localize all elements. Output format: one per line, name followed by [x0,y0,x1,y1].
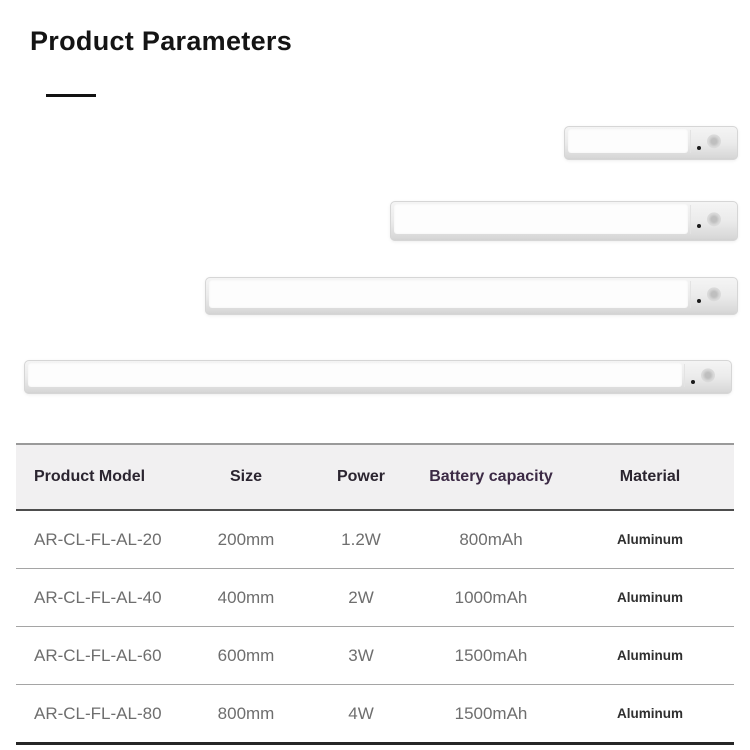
cell-power: 2W [306,568,416,627]
cell-material: Aluminum [566,684,734,745]
header-size: Size [186,443,306,511]
cell-material: Aluminum [566,510,734,569]
cell-material: Aluminum [566,626,734,685]
light-panel [394,204,688,234]
cell-battery-capacity: 1500mAh [416,626,566,685]
cell-battery-capacity: 1000mAh [416,568,566,627]
motion-sensor-icon [707,287,721,302]
header-material: Material [566,443,734,511]
indicator-dot-icon [697,299,701,304]
cell-material: Aluminum [566,568,734,627]
cell-power: 4W [306,684,416,745]
title-underline [46,94,96,97]
indicator-dot-icon [691,379,695,384]
cell-size: 600mm [186,626,306,685]
cell-power: 3W [306,626,416,685]
motion-sensor-icon [701,368,715,383]
header-product-model: Product Model [16,443,186,511]
sensor-section-divider [690,281,691,308]
cell-battery-capacity: 800mAh [416,510,566,569]
cell-battery-capacity: 1500mAh [416,684,566,745]
table-row: AR-CL-FL-AL-20 200mm 1.2W 800mAh Aluminu… [16,510,734,569]
motion-sensor-icon [707,134,721,149]
table-row: AR-CL-FL-AL-60 600mm 3W 1500mAh Aluminum [16,626,734,685]
cell-power: 1.2W [306,510,416,569]
light-bar-400mm [390,201,738,241]
light-bar-200mm [564,126,738,160]
header-battery-capacity: Battery capacity [416,443,566,511]
sensor-section-divider [690,205,691,234]
cell-product-model: AR-CL-FL-AL-20 [16,510,186,569]
motion-sensor-icon [707,212,721,227]
light-panel [28,363,682,387]
cell-size: 200mm [186,510,306,569]
page-title: Product Parameters [30,26,293,56]
table-header-row: Product Model Size Power Battery capacit… [16,443,734,511]
cell-size: 400mm [186,568,306,627]
light-panel [209,280,688,308]
light-bar-800mm [24,360,732,394]
spec-table: Product Model Size Power Battery capacit… [16,443,734,745]
sensor-section-divider [690,130,691,153]
table-row: AR-CL-FL-AL-40 400mm 2W 1000mAh Aluminum [16,568,734,627]
cell-product-model: AR-CL-FL-AL-60 [16,626,186,685]
header-power: Power [306,443,416,511]
sensor-section-divider [684,364,685,387]
indicator-dot-icon [697,145,701,150]
cell-size: 800mm [186,684,306,745]
cell-product-model: AR-CL-FL-AL-80 [16,684,186,745]
indicator-dot-icon [697,224,701,229]
table-row: AR-CL-FL-AL-80 800mm 4W 1500mAh Aluminum [16,684,734,745]
cell-product-model: AR-CL-FL-AL-40 [16,568,186,627]
light-bar-600mm [205,277,738,315]
light-panel [568,129,688,153]
